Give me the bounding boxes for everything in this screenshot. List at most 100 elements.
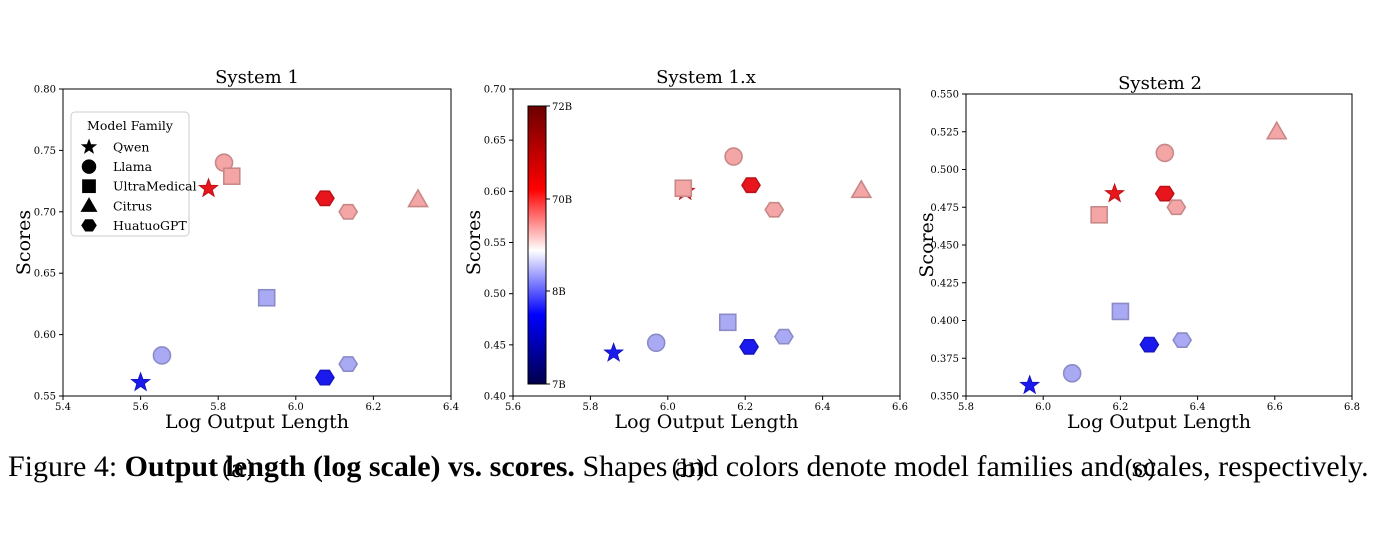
point-ultramedical-4 — [674, 179, 693, 198]
y-axis-label: Scores — [916, 212, 938, 277]
y-tick-label: 0.70 — [484, 85, 506, 96]
y-tick-label: 0.500 — [930, 165, 959, 176]
point-ultramedical-4 — [1090, 206, 1108, 224]
point-huatuogpt-7 — [1139, 336, 1160, 353]
colorbar: 72B 70B 8B 7B — [527, 102, 572, 391]
legend-title: Model Family — [87, 118, 174, 133]
x-tick-label: 6.2 — [1112, 402, 1128, 413]
point-huatuogpt-9 — [338, 356, 359, 372]
colorbar-tick-label: 7B — [552, 380, 566, 391]
plot-frame — [62, 88, 452, 397]
x-tick-label: 6.0 — [288, 402, 304, 413]
point-llama-3 — [1155, 143, 1175, 163]
y-tick-label: 0.525 — [930, 127, 959, 138]
point-ultramedical-5 — [1111, 302, 1130, 321]
legend-marker-circle — [81, 159, 97, 174]
y-tick-label: 0.375 — [930, 354, 959, 365]
point-llama-2 — [152, 346, 172, 365]
panel-3: 5.8 6.0 6.2 6.4 6.6 6.8 0.350 0.375 0.400 0.425 0.… — [916, 73, 1360, 483]
legend-label: Llama — [113, 159, 153, 174]
panel-1: 5.4 5.6 5.8 6.0 6.2 6.4 0.55 0.60 0.65 0.70 0.75 0.… — [13, 67, 459, 483]
legend-label: HuatuoGPT — [113, 218, 187, 233]
x-tick-label: 5.8 — [210, 402, 226, 413]
point-huatuogpt-10 — [764, 201, 785, 218]
panel-2: 5.6 5.8 6.0 6.2 6.4 6.6 0.40 0.45 0.50 0.55 0.60 0.… — [463, 67, 908, 483]
x-tick-label: 6.6 — [1267, 402, 1283, 413]
point-qwen-0 — [130, 371, 152, 392]
y-tick-label: 0.65 — [484, 136, 506, 147]
x-tick-label: 5.8 — [958, 402, 974, 413]
point-citrus-6 — [1265, 120, 1288, 140]
caption-label: Figure 4: — [8, 450, 118, 483]
figure-caption: Figure 4: Output length (log scale) vs. … — [8, 448, 1383, 486]
point-llama-3 — [724, 147, 743, 166]
point-huatuogpt-10 — [338, 203, 359, 220]
point-ultramedical-5 — [257, 288, 276, 307]
y-tick-label: 0.475 — [930, 203, 959, 214]
point-llama-2 — [646, 333, 666, 353]
point-llama-2 — [1062, 364, 1082, 383]
y-tick-label: 0.55 — [484, 238, 506, 249]
legend-marker-square — [82, 179, 96, 194]
y-tick-label: 0.45 — [484, 340, 506, 351]
plot-frame — [512, 88, 901, 397]
x-tick-label: 6.8 — [1344, 402, 1360, 413]
point-ultramedical-4 — [222, 167, 241, 185]
x-tick-label: 6.2 — [737, 402, 753, 413]
point-huatuogpt-8 — [741, 177, 761, 194]
point-ultramedical-5 — [718, 313, 737, 332]
colorbar-tick-label: 8B — [552, 287, 566, 298]
colorbar-gradient — [527, 105, 547, 385]
point-huatuogpt-8 — [314, 190, 335, 207]
legend-marker-triangle — [80, 197, 98, 212]
x-tick-label: 6.0 — [660, 402, 676, 413]
y-tick-label: 0.50 — [484, 289, 506, 300]
legend-label: Citrus — [113, 198, 152, 213]
point-huatuogpt-9 — [1172, 332, 1193, 349]
y-tick-label: 0.60 — [34, 330, 56, 341]
point-huatuogpt-9 — [773, 328, 794, 345]
y-tick-label: 0.60 — [484, 187, 506, 198]
y-tick-label: 0.400 — [930, 316, 959, 327]
x-tick-label: 6.2 — [365, 402, 381, 413]
y-tick-label: 0.55 — [34, 392, 56, 403]
y-axis-label: Scores — [463, 210, 485, 275]
legend: Model Family Qwen Llama UltraMedical Citrus H… — [70, 111, 197, 237]
point-qwen-0 — [603, 342, 625, 362]
point-huatuogpt-10 — [1166, 199, 1187, 216]
panel-title: System 2 — [1118, 73, 1202, 94]
point-huatuogpt-8 — [1154, 185, 1175, 202]
colorbar-tick-label: 72B — [552, 102, 572, 113]
panel-title: System 1.x — [656, 67, 756, 88]
legend-marker-star — [80, 138, 98, 154]
y-axis-label: Scores — [13, 210, 35, 275]
point-citrus-6 — [850, 179, 873, 199]
panel-label: (b) — [671, 455, 705, 483]
panel-label: (c) — [1124, 455, 1156, 483]
x-tick-label: 5.8 — [582, 402, 598, 413]
y-tick-label: 0.425 — [930, 278, 959, 289]
point-huatuogpt-7 — [314, 369, 335, 386]
y-tick-label: 0.350 — [930, 392, 959, 403]
panel-title: System 1 — [215, 67, 299, 88]
legend-label: Qwen — [113, 140, 149, 155]
x-axis-label: Log Output Length — [165, 411, 349, 433]
x-tick-label: 6.0 — [1035, 402, 1051, 413]
caption-rest: Shapes and colors denote model families … — [582, 450, 1369, 483]
colorbar-tick-label: 70B — [552, 195, 572, 206]
point-qwen-1 — [1104, 182, 1126, 203]
y-tick-label: 0.550 — [930, 90, 959, 101]
caption-bold: Output length (log scale) vs. scores. — [124, 450, 575, 483]
x-tick-label: 5.6 — [505, 402, 521, 413]
x-tick-label: 6.6 — [892, 402, 908, 413]
x-axis-label: Log Output Length — [615, 411, 799, 433]
point-huatuogpt-7 — [739, 338, 760, 355]
x-tick-label: 6.4 — [815, 402, 831, 413]
legend-marker-hexagon — [81, 219, 97, 232]
y-tick-label: 0.450 — [930, 241, 959, 252]
y-tick-label: 0.70 — [34, 207, 56, 218]
y-tick-label: 0.40 — [484, 392, 506, 403]
y-tick-label: 0.75 — [34, 146, 56, 157]
y-tick-label: 0.80 — [34, 85, 56, 96]
